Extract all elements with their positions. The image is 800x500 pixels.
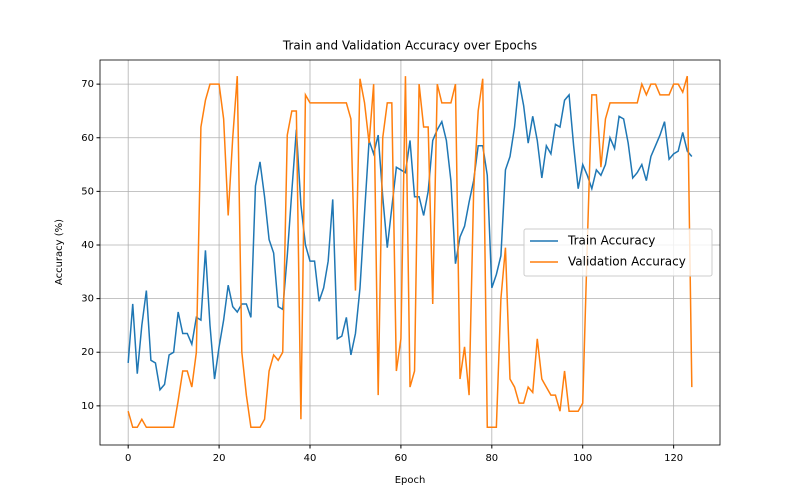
y-tick-label: 40 — [81, 240, 94, 251]
y-axis-label: Accuracy (%) — [54, 219, 65, 285]
x-tick-label: 0 — [125, 453, 131, 464]
plot-frame — [99, 59, 721, 446]
x-tick-label: 20 — [213, 453, 226, 464]
legend-box — [523, 228, 713, 277]
y-tick-label: 60 — [81, 133, 94, 144]
x-tick-label: 80 — [485, 453, 498, 464]
chart-title: Train and Validation Accuracy over Epoch… — [282, 39, 537, 53]
data-line — [127, 81, 693, 392]
y-tick-label: 10 — [81, 401, 94, 412]
y-tick-label: 30 — [81, 294, 94, 305]
legend-label: Validation Accuracy — [568, 255, 686, 269]
x-tick-label: 60 — [395, 453, 408, 464]
legend-label: Train Accuracy — [567, 234, 655, 248]
data-line — [127, 75, 693, 429]
y-tick-label: 20 — [81, 347, 94, 358]
y-tick-label: 50 — [81, 186, 94, 197]
x-axis-label: Epoch — [395, 475, 426, 486]
x-tick-label: 40 — [304, 453, 317, 464]
y-tick-label: 70 — [81, 79, 94, 90]
x-tick-label: 100 — [573, 453, 592, 464]
x-tick-label: 120 — [664, 453, 683, 464]
